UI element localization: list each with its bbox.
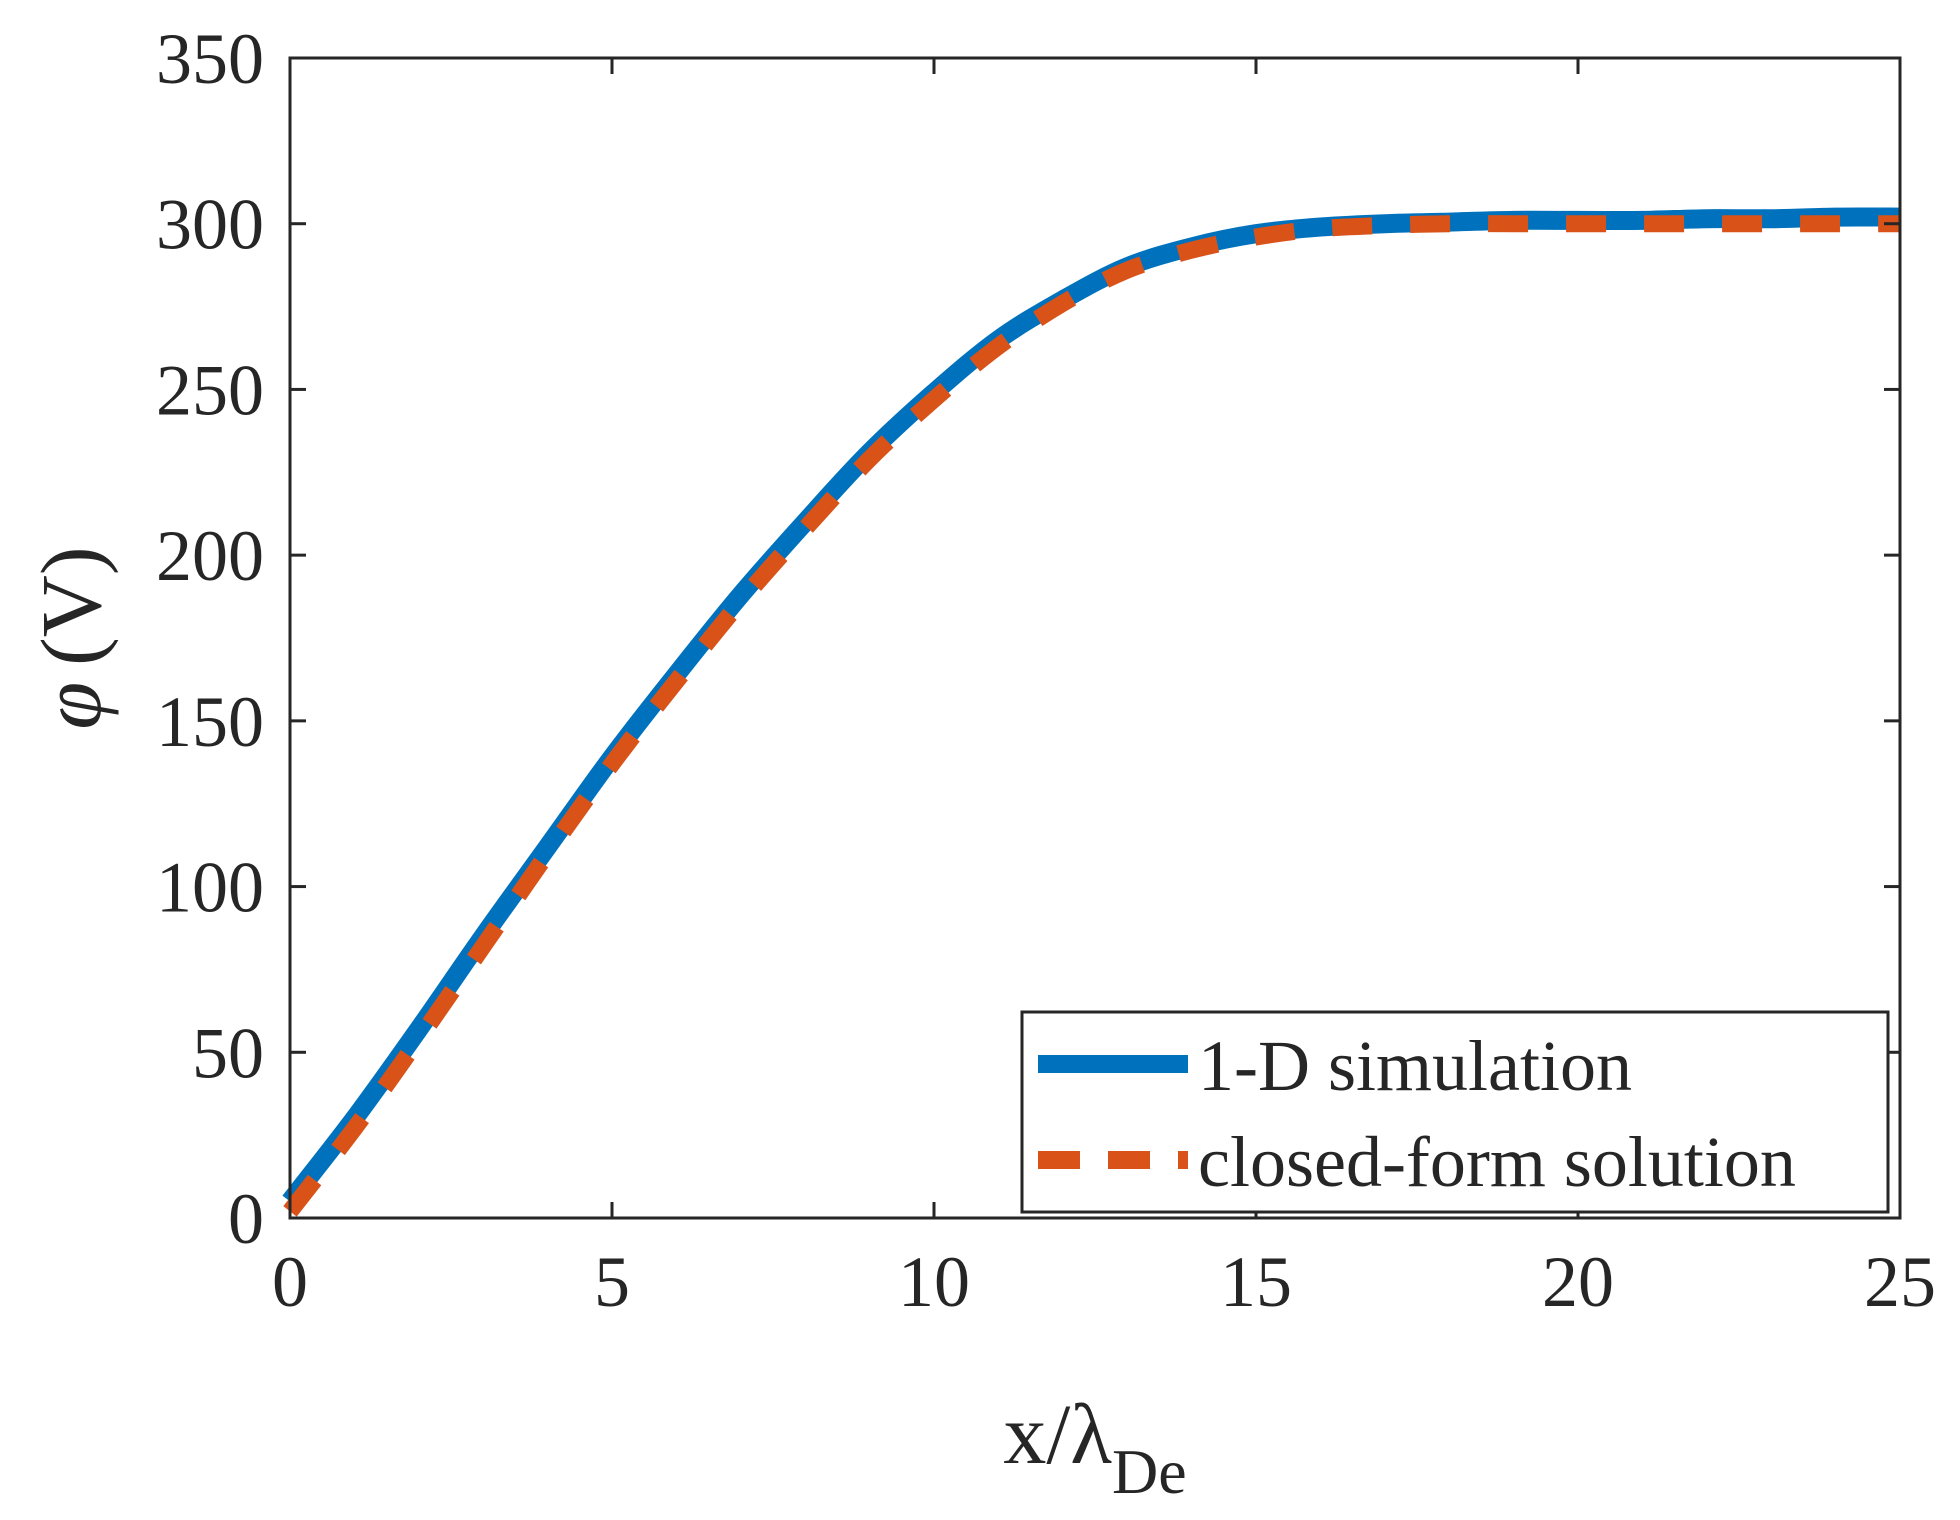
y-tick-label: 300 bbox=[156, 185, 264, 265]
x-tick-label: 15 bbox=[1220, 1242, 1292, 1322]
legend: 1-D simulation closed-form solution bbox=[1020, 1010, 1890, 1214]
y-tick-label: 150 bbox=[156, 682, 264, 762]
y-tick-label: 350 bbox=[156, 19, 264, 99]
y-tick-label: 250 bbox=[156, 350, 264, 430]
y-axis-label: φ (V) bbox=[23, 547, 119, 730]
y-tick-label: 0 bbox=[228, 1179, 264, 1259]
x-tick-label: 20 bbox=[1542, 1242, 1614, 1322]
y-tick-label: 200 bbox=[156, 516, 264, 596]
x-axis-label-subscript: De bbox=[1112, 1436, 1187, 1507]
x-axis-label-main: x/λ bbox=[1003, 1386, 1112, 1482]
legend-label-closed-form: closed-form solution bbox=[1198, 1122, 1796, 1202]
x-tick-label: 0 bbox=[272, 1242, 308, 1322]
x-tick-label: 10 bbox=[898, 1242, 970, 1322]
series-layer bbox=[282, 207, 1901, 1217]
series-line-closed-form bbox=[283, 215, 1900, 1217]
x-axis-label: x/λDe bbox=[1003, 1386, 1186, 1507]
y-tick-label: 50 bbox=[192, 1013, 264, 1093]
x-tick-label: 5 bbox=[594, 1242, 630, 1322]
y-axis-label-symbol: φ bbox=[23, 682, 119, 730]
x-tick-label: 25 bbox=[1864, 1242, 1936, 1322]
y-tick-label: 100 bbox=[156, 848, 264, 928]
y-axis-label-unit: (V) bbox=[23, 547, 119, 666]
axes-box bbox=[288, 56, 1902, 1220]
legend-box bbox=[1020, 1010, 1890, 1214]
legend-label-simulation: 1-D simulation bbox=[1198, 1026, 1632, 1106]
